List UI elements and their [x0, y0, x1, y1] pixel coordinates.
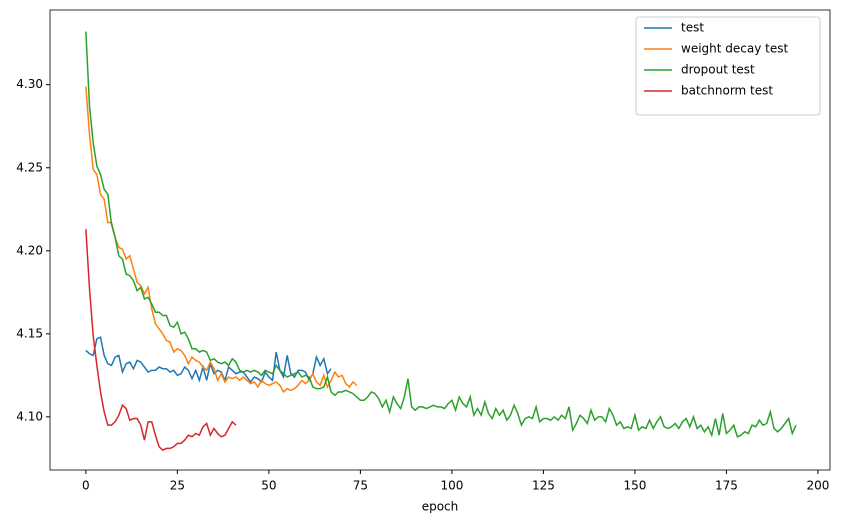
line-series: [85, 31, 797, 438]
y-tick-label: 4.10: [16, 409, 43, 423]
y-tick-label: 4.25: [16, 160, 43, 174]
legend-label: dropout test: [681, 63, 755, 77]
x-tick-label: 175: [715, 479, 738, 493]
x-tick-label: 50: [261, 479, 276, 493]
x-tick-label: 0: [82, 479, 90, 493]
x-tick-label: 150: [623, 479, 646, 493]
x-tick-label: 200: [806, 479, 829, 493]
line-series: [85, 86, 358, 394]
y-tick-label: 4.20: [16, 243, 43, 257]
line-series: [85, 229, 237, 451]
x-tick-label: 75: [353, 479, 368, 493]
y-tick-label: 4.15: [16, 326, 43, 340]
legend-label: test: [681, 21, 704, 35]
legend-label: batchnorm test: [681, 84, 773, 98]
plot-frame: [49, 9, 831, 471]
line-series: [85, 336, 332, 384]
x-axis-label: epoch: [422, 500, 459, 514]
x-tick-label: 100: [440, 479, 463, 493]
legend-box: [635, 16, 821, 116]
legend-label: weight decay test: [681, 42, 788, 56]
y-tick-label: 4.30: [16, 77, 43, 91]
x-tick-label: 125: [532, 479, 555, 493]
x-tick-label: 25: [170, 479, 185, 493]
